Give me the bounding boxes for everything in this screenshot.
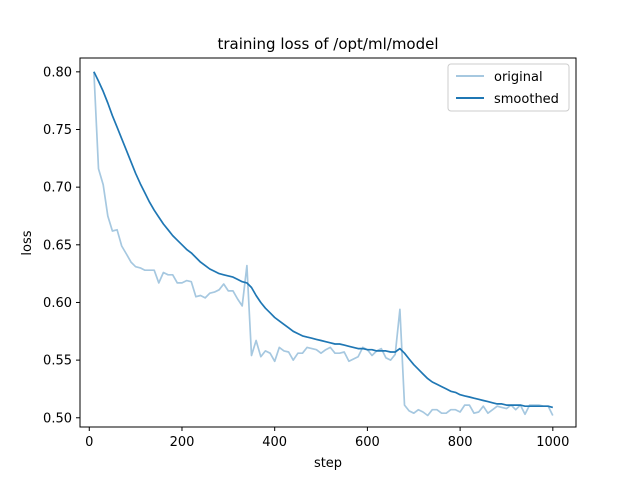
x-axis-label: step bbox=[314, 456, 342, 471]
chart-title: training loss of /opt/ml/model bbox=[217, 35, 438, 53]
x-axis: 0 200 400 600 800 1000 bbox=[85, 427, 569, 450]
y-tick-label: 0.80 bbox=[43, 65, 72, 80]
x-tick-label: 0 bbox=[85, 435, 93, 450]
y-axis: 0.50 0.55 0.60 0.65 0.70 0.75 0.80 bbox=[43, 65, 80, 426]
x-tick-label: 800 bbox=[448, 435, 473, 450]
y-tick-label: 0.70 bbox=[43, 181, 72, 196]
x-tick-label: 600 bbox=[355, 435, 380, 450]
series-layer bbox=[93, 71, 554, 417]
series-line-smoothed bbox=[93, 71, 554, 409]
legend-label-original: original bbox=[494, 70, 543, 85]
y-axis-label: loss bbox=[20, 230, 35, 255]
y-tick-label: 0.65 bbox=[43, 238, 72, 253]
legend: original smoothed bbox=[447, 63, 570, 112]
x-tick-label: 200 bbox=[170, 435, 195, 450]
x-tick-label: 1000 bbox=[536, 435, 569, 450]
y-tick-label: 0.75 bbox=[43, 123, 72, 138]
y-tick-label: 0.60 bbox=[43, 296, 72, 311]
y-tick-label: 0.55 bbox=[43, 354, 72, 369]
series-line-original bbox=[93, 71, 554, 417]
y-tick-label: 0.50 bbox=[43, 411, 72, 426]
legend-label-smoothed: smoothed bbox=[494, 92, 559, 107]
x-tick-label: 400 bbox=[262, 435, 287, 450]
plot-area bbox=[79, 57, 577, 428]
axes-frame bbox=[79, 57, 577, 428]
